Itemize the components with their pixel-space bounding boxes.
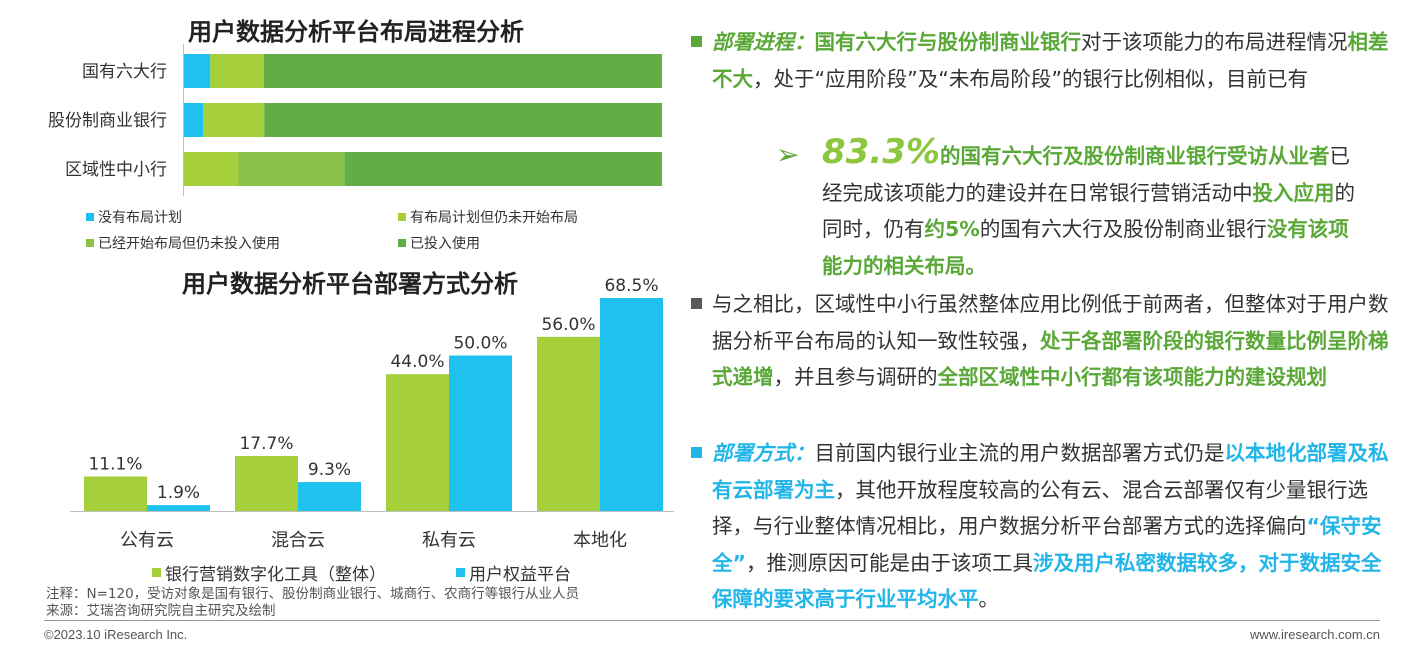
key-stat-number: 83.3% [822, 132, 940, 172]
body-text: 对于该项能力的布局进程情况 [1081, 30, 1348, 54]
paragraph-deployment-progress: 部署进程：国有六大行与股份制商业银行对于该项能力的布局进程情况相差不大，处于“应… [712, 24, 1392, 97]
legend-item-in-use: 已投入使用 [398, 233, 480, 253]
data-label: 1.9% [157, 483, 200, 503]
body-text: ，并且参与调研的 [773, 365, 938, 389]
legend-swatch [86, 239, 94, 247]
body-text: ，推测原因可能是由于该项工具 [745, 550, 1033, 575]
emphasis-text: 以本地化部署及私有云部署为主 [712, 441, 1389, 502]
legend-swatch [456, 568, 465, 577]
bar [600, 298, 663, 511]
legend-swatch [152, 568, 161, 577]
deployment-chart: 11.1% 1.9% 公有云 17.7% 9.3% 混合云 44.0% 50.0% 私有云 56.… [70, 276, 674, 551]
category-label: 区域性中小行 [65, 160, 167, 180]
bullet-square-icon [691, 298, 702, 309]
legend-swatch [398, 239, 406, 247]
bar [235, 455, 298, 511]
paragraph-deployment-mode: 部署方式：目前国内银行业主流的用户数据部署方式仍是以本地化部署及私有云部署为主，… [712, 435, 1392, 618]
category-label: 公有云 [120, 530, 174, 551]
legend-item-planned: 有布局计划但仍未开始布局 [398, 207, 578, 227]
body-text: 。 [978, 587, 1000, 611]
emphasis-text: 相差不大 [712, 30, 1389, 91]
stacked-bar-segment [344, 152, 662, 186]
legend-swatch [86, 213, 94, 221]
body-text: 与之相比，区域性中小行虽然整体应用比例低于前两者，但整体对于用户数据分析平台布局… [712, 292, 1389, 353]
legend-item-overall: 银行营销数字化工具（整体） [152, 560, 386, 585]
stacked-bar-segment [264, 103, 662, 137]
body-text: ，其他开放程度较高的公有云、混合云部署仅有少量银行选择，与行业整体情况相比，用户… [712, 477, 1368, 539]
emphasis-text: 没有该项能力的相关布局。 [822, 217, 1349, 278]
category-label: 私有云 [422, 530, 476, 551]
data-label: 44.0% [390, 352, 444, 372]
stacked-bar-segment [210, 54, 264, 88]
legend-label: 用户权益平台 [469, 565, 571, 585]
bar [386, 374, 449, 511]
body-text: ，处于“应用阶段”及“未布局阶段”的银行比例相似，目前已有 [753, 66, 1308, 91]
paragraph-heading: 部署方式： [712, 441, 815, 465]
footer-divider [44, 620, 1380, 621]
paragraph-key-stat: 83.3%的国有六大行及股份制商业银行受访从业者已经完成该项能力的建设并在日常银… [822, 134, 1362, 284]
category-label: 股份制商业银行 [48, 111, 167, 131]
body-text: 已经完成该项能力的建设并在日常银行营销活动中 [822, 144, 1350, 205]
body-text: 的同时，仍有 [822, 180, 1355, 242]
emphasis-text: 涉及用户私密数据较多，对于数据安全保障的要求高于行业平均水平 [712, 550, 1382, 612]
bar [147, 505, 210, 511]
legend-label: 银行营销数字化工具（整体） [165, 565, 386, 585]
emphasis-text: “保守安全” [712, 514, 1382, 575]
data-label: 17.7% [239, 434, 293, 454]
bar [537, 336, 600, 511]
stacked-bar-segment [184, 54, 211, 88]
legend-label: 有布局计划但仍未开始布局 [410, 210, 578, 226]
data-label: 56.0% [541, 315, 595, 335]
emphasis-text: 处于各部署阶段的银行数量比例呈阶梯式递增 [712, 328, 1389, 390]
website-text: www.iresearch.com.cn [1249, 627, 1380, 642]
bar [449, 355, 512, 511]
bullet-square-icon [691, 36, 702, 47]
emphasis-text: 投入应用 [1252, 180, 1335, 205]
legend-label: 已经开始布局但仍未投入使用 [98, 236, 280, 252]
category-label: 国有六大行 [82, 62, 167, 82]
stacked-bar-segment [203, 103, 265, 137]
category-label: 混合云 [271, 530, 325, 551]
data-label: 9.3% [308, 460, 351, 480]
emphasis-text: 的国有六大行及股份制商业银行受访从业者 [939, 144, 1330, 168]
paragraph-regional-banks: 与之相比，区域性中小行虽然整体应用比例低于前两者，但整体对于用户数据分析平台布局… [712, 286, 1392, 396]
stacked-bar-segment [238, 152, 345, 186]
data-label: 68.5% [604, 276, 658, 296]
legend-label: 没有布局计划 [98, 210, 182, 226]
copyright-text: ©2023.10 iResearch Inc. [44, 627, 188, 642]
bar [298, 482, 361, 511]
emphasis-text: 全部区域性中小行都有该项能力的建设规划 [937, 365, 1328, 389]
data-label: 50.0% [453, 334, 507, 354]
deployment-chart-title: 用户数据分析平台部署方式分析 [182, 270, 518, 298]
bar [84, 476, 147, 511]
stacked-bar-segment [263, 54, 662, 88]
category-label: 本地化 [573, 530, 627, 551]
progress-chart-title: 用户数据分析平台布局进程分析 [188, 18, 524, 46]
emphasis-text: 约5% [924, 217, 980, 241]
stacked-bar-segment [184, 152, 239, 186]
chart-source: 来源：艾瑞咨询研究院自主研究及绘制 [46, 603, 276, 619]
legend-label: 已投入使用 [410, 236, 480, 252]
data-label: 11.1% [88, 454, 142, 474]
chart-note: 注释：N=120，受访对象是国有银行、股份制商业银行、城商行、农商行等银行从业人… [46, 586, 580, 602]
legend-item-started: 已经开始布局但仍未投入使用 [86, 233, 280, 253]
bullet-square-icon [691, 447, 702, 458]
body-text: 的国有六大行及股份制商业银行 [979, 217, 1267, 241]
legend-item-no-plan: 没有布局计划 [86, 207, 182, 227]
paragraph-heading: 部署进程： [712, 30, 815, 54]
arrow-right-icon: ➢ [776, 138, 800, 171]
body-text: 目前国内银行业主流的用户数据部署方式仍是 [814, 441, 1225, 465]
emphasis-text: 国有六大行与股份制商业银行 [814, 30, 1082, 54]
stacked-bar-segment [184, 103, 204, 137]
legend-item-rights-platform: 用户权益平台 [456, 560, 571, 585]
legend-swatch [398, 213, 406, 221]
